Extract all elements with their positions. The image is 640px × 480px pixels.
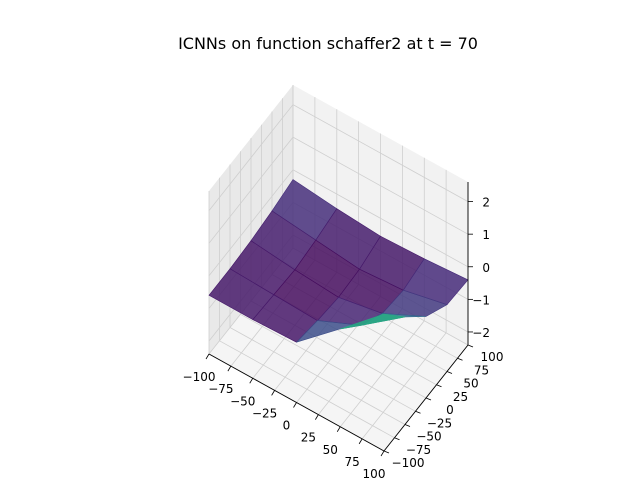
y-tick-label: −75 (406, 443, 431, 457)
y-tick-label: 0 (446, 403, 454, 417)
x-tick-label: −25 (252, 406, 277, 420)
z-tick-label: 2 (482, 196, 490, 210)
y-tick-label: 50 (463, 377, 478, 391)
x-tick-mark (336, 426, 341, 432)
x-tick-label: 75 (344, 455, 359, 469)
x-tick-label: −100 (183, 370, 216, 384)
z-tick-label: −1 (472, 293, 490, 307)
y-tick-mark (394, 437, 400, 441)
x-tick-mark (358, 438, 363, 445)
chart-title: ICNNs on function schaffer2 at t = 70 (178, 34, 478, 53)
y-tick-mark (415, 410, 421, 414)
x-axis-ticks: −100−75−50−25 0 25 50 75 100 (183, 353, 386, 480)
y-tick-label: −100 (392, 456, 425, 470)
z-tick-label: −2 (472, 326, 490, 340)
grid-line-z (208, 169, 469, 277)
y-tick-mark (467, 344, 474, 348)
grid-line-z (208, 136, 469, 244)
y-tick-mark (383, 450, 390, 454)
x-tick-mark (380, 450, 385, 457)
y-tick-label: 100 (481, 350, 504, 364)
z-tick-label: 1 (482, 228, 490, 242)
grid-line-z (208, 104, 469, 211)
x-tick-label: −50 (230, 394, 255, 408)
x-tick-mark (205, 353, 210, 360)
z-tick-label: 0 (482, 261, 490, 275)
y-tick-mark (446, 371, 453, 374)
z-axis-ticks: −2 −1 0 1 2 (468, 196, 490, 340)
x-tick-mark (271, 390, 275, 396)
y-tick-mark (457, 357, 463, 361)
y-tick-label: −50 (416, 430, 441, 444)
x-tick-mark (293, 402, 297, 408)
x-tick-mark (227, 365, 232, 372)
x-tick-label: −75 (208, 382, 233, 396)
surface-patch (340, 313, 406, 330)
y-tick-label: 75 (474, 363, 489, 377)
y-tick-mark (436, 384, 442, 388)
x-tick-label: 25 (301, 431, 316, 445)
y-tick-mark (404, 424, 411, 427)
y-tick-label: −25 (427, 416, 452, 430)
grid-line-y (219, 177, 395, 439)
x-tick-mark (315, 414, 319, 420)
surface-mesh (208, 179, 469, 343)
x-tick-mark (249, 378, 254, 384)
grid-line-y (229, 164, 406, 425)
x-tick-label: 100 (363, 467, 386, 480)
x-tick-label: 0 (283, 419, 291, 433)
y-tick-mark (425, 397, 432, 401)
y-tick-label: 25 (453, 390, 468, 404)
x-tick-label: 50 (323, 443, 338, 457)
grid-line-y (240, 151, 416, 412)
